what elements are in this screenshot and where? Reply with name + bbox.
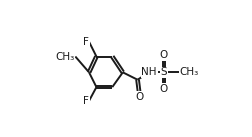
Text: O: O: [159, 84, 167, 94]
Text: O: O: [135, 92, 143, 102]
Text: CH₃: CH₃: [179, 67, 198, 77]
Text: O: O: [159, 50, 167, 60]
Text: F: F: [83, 96, 89, 106]
Text: NH: NH: [141, 67, 156, 77]
Text: F: F: [83, 37, 89, 47]
Text: S: S: [160, 67, 167, 77]
Text: CH₃: CH₃: [55, 52, 74, 62]
